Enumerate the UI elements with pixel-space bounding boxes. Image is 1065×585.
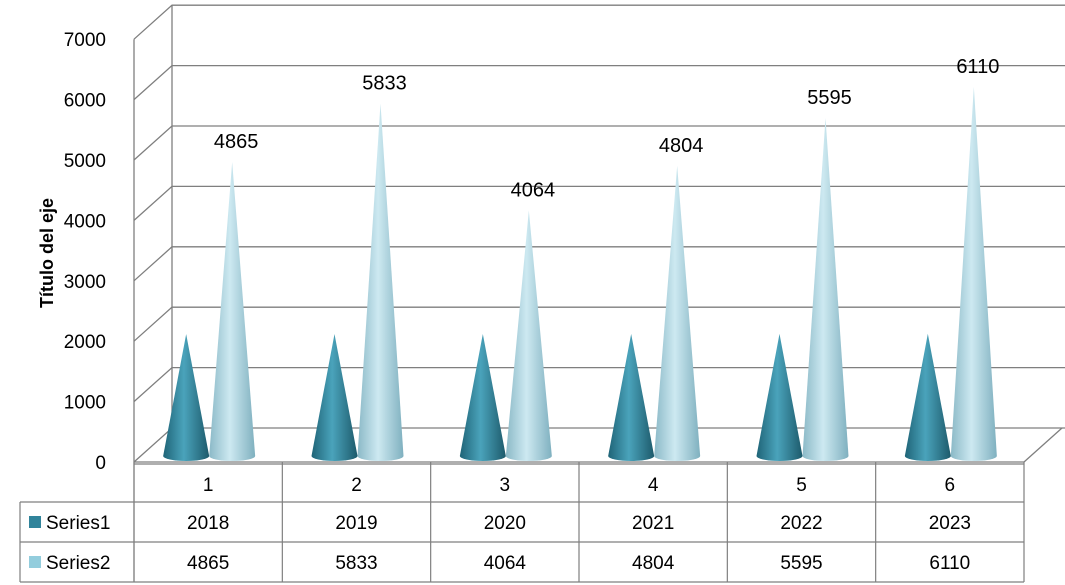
cone-series2 [209, 162, 256, 462]
y-tick-label: 1000 [64, 393, 106, 414]
data-label: 5833 [362, 73, 407, 95]
table-cell: 5595 [780, 553, 822, 574]
y-tick-label: 3000 [64, 272, 106, 293]
cone-series1 [904, 333, 951, 462]
y-axis-title: Título del eje [37, 198, 57, 308]
table-cell: 2022 [780, 513, 822, 534]
data-label: 6110 [956, 56, 999, 78]
gridline [133, 125, 1065, 161]
legend-swatch-series1 [29, 516, 41, 528]
cone-series1 [311, 334, 358, 462]
y-axis: 0 1000 2000 3000 4000 5000 6000 7000 [64, 30, 106, 474]
cone-series1 [459, 333, 506, 462]
table-cell: 4804 [632, 553, 675, 574]
cone-series1 [163, 334, 210, 461]
legend-label-series2: Series2 [46, 553, 110, 574]
data-labels: 4865 5833 4064 4804 5595 6110 [214, 56, 999, 202]
x-tick-label: 1 [203, 475, 214, 496]
cone-series1 [756, 333, 803, 462]
floor-right-edge [1023, 427, 1063, 463]
data-label: 4064 [511, 180, 556, 202]
y-tick-label: 4000 [64, 211, 106, 232]
gridline [133, 306, 1065, 342]
x-tick-label: 3 [500, 475, 511, 496]
table-cell: 2021 [632, 513, 674, 534]
gridline [133, 185, 1065, 221]
table-cell: 2019 [335, 513, 377, 534]
table-cell: 6110 [929, 553, 970, 574]
y-tick-label: 5000 [64, 151, 106, 172]
table-cell: 5833 [335, 553, 377, 574]
data-table: 1 2 3 4 5 6 Series1 2018 2019 2020 2021 2022 2023 Ser… [19, 462, 1025, 583]
cone-series2 [505, 210, 552, 462]
data-label: 5595 [807, 87, 852, 109]
table-cell: 2023 [929, 513, 971, 534]
cone-series2 [357, 103, 404, 461]
table-cell: 2018 [187, 513, 229, 534]
data-label: 4804 [659, 135, 704, 157]
cone-series2 [654, 165, 701, 462]
x-tick-label: 4 [648, 475, 659, 496]
y-tick-label: 7000 [64, 30, 106, 51]
gridline [133, 4, 1065, 40]
plot-area [163, 86, 997, 462]
y-tick-label: 6000 [64, 91, 106, 112]
gridline [133, 64, 1065, 101]
x-tick-label: 2 [351, 475, 362, 496]
cone-series2 [950, 86, 997, 462]
gridline [133, 246, 1065, 282]
table-cell: 4865 [187, 553, 229, 574]
x-tick-label: 6 [945, 475, 956, 496]
cone-series2 [802, 118, 849, 462]
cone-series1 [608, 333, 655, 462]
y-tick-label: 2000 [64, 332, 106, 353]
table-cell: 2020 [484, 513, 526, 534]
data-label: 4865 [214, 131, 259, 153]
y-tick-label: 0 [95, 453, 106, 474]
table-cell: 4064 [484, 553, 527, 574]
legend-label-series1: Series1 [46, 513, 110, 534]
legend-swatch-series2 [29, 556, 41, 568]
x-tick-label: 5 [796, 475, 807, 496]
